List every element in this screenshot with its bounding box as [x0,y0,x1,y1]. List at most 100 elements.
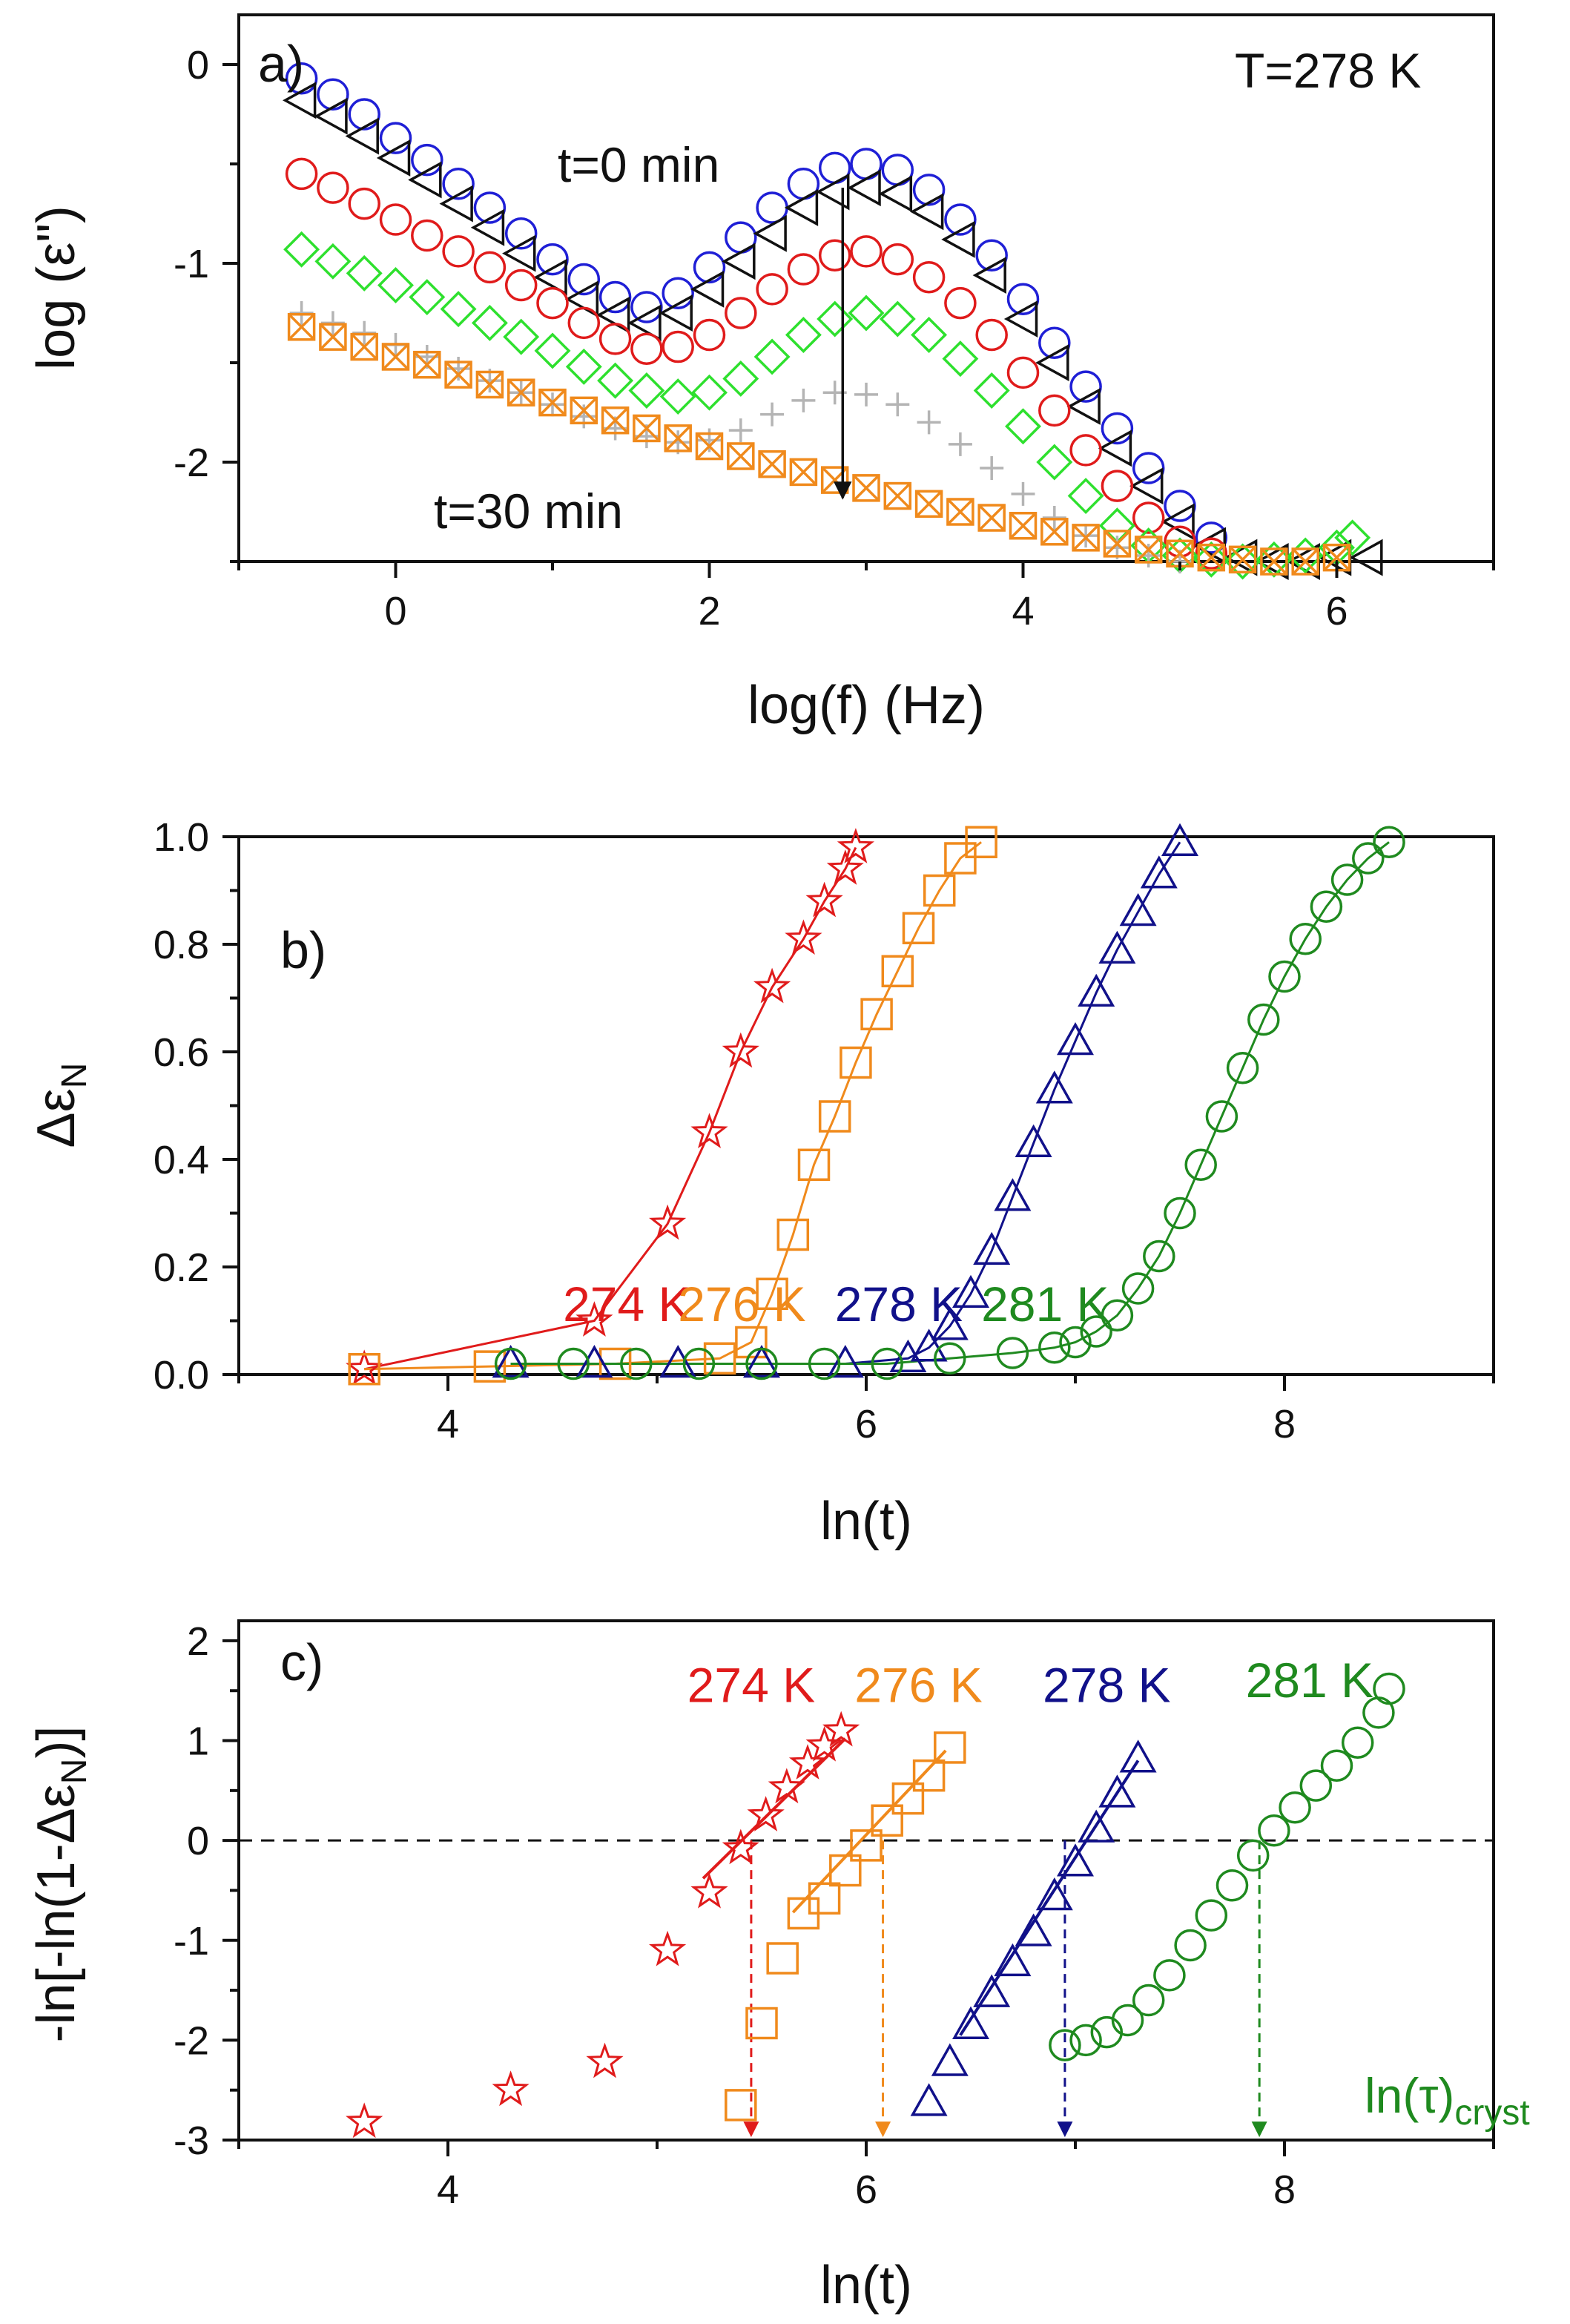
data-point [682,1347,716,1380]
data-point [507,378,535,406]
data-point [902,912,935,944]
series-label: 281 K [981,1277,1109,1331]
data-point [891,1782,925,1815]
end-time-annotation: t=30 min [434,484,623,539]
data-point [565,348,602,385]
data-point [1320,1749,1353,1782]
data-point [439,185,473,223]
data-point [345,117,379,155]
series-3-points [1049,1672,1405,2061]
data-point [912,1759,946,1792]
data-point [1069,434,1102,467]
data-point [1038,326,1071,359]
panel-b-x-axis-title: ln(t) [820,1492,912,1551]
data-point [912,261,946,294]
data-point [442,168,475,200]
data-point [1310,890,1343,923]
data-point [570,396,598,425]
series-label: 276 K [854,1658,982,1713]
data-point [1015,1124,1052,1157]
crystallization-time-label: ln(τ)cryst [1365,2068,1530,2133]
data-point [1153,1959,1186,1992]
data-point [659,294,693,332]
data-point [1121,1272,1155,1305]
data-point [346,254,383,292]
data-point [1078,973,1115,1007]
data-point [871,1804,903,1837]
x-tick-label: 6 [855,2167,877,2212]
data-point [659,1344,697,1378]
data-point [1193,541,1230,578]
y-tick-label: 0.0 [154,1353,209,1398]
data-point [1205,1100,1238,1133]
data-point [470,208,505,246]
data-point [973,372,1010,409]
data-point [1226,1052,1259,1084]
series-label: 278 K [835,1277,963,1331]
data-point [860,998,893,1030]
data-point [909,193,944,231]
data-point [575,1344,613,1378]
panel-b-points [346,823,1405,1386]
data-point [649,1930,687,1966]
data-point [797,1148,831,1181]
data-point [346,2102,383,2139]
panel-a-y-axis-title: log (ε") [27,205,86,370]
data-point [492,1344,530,1378]
series-label: 278 K [1043,1658,1170,1713]
data-point [504,217,538,250]
data-point [973,1231,1011,1265]
data-point [1184,1148,1217,1181]
y-tick-label: -2 [174,441,209,485]
data-point [944,203,977,236]
data-point [735,1326,768,1359]
series-3-points [494,826,1405,1380]
data-point [598,280,632,314]
data-point [381,343,410,371]
series-label: 274 K [687,1658,815,1713]
data-point [784,189,819,226]
temperature-annotation: T=278 K [1235,43,1421,98]
data-point [1352,842,1385,875]
data-point [1119,1739,1157,1773]
data-point [502,234,536,272]
data-point [1098,930,1136,964]
panel-b-ticks: 4 6 8 0.0 0.2 0.4 0.6 0.8 1.0 [154,815,1495,1446]
data-point [972,257,1006,294]
y-tick-label: 0.4 [154,1138,209,1182]
data-point [376,139,411,177]
data-point [536,243,569,276]
data-point [1224,543,1261,580]
data-point [703,1342,736,1375]
data-point [442,235,475,268]
x-tick-label: 0 [384,589,406,633]
data-point [1035,1070,1073,1104]
data-point [1080,1315,1112,1348]
data-point [503,318,540,355]
data-point [1236,1839,1270,1872]
data-point [408,161,442,199]
data-point [910,1329,948,1362]
data-point [756,273,788,306]
data-point [319,323,347,351]
panel-c-y-axis-subscript: N [55,1759,94,1785]
data-point [659,378,696,415]
data-point [492,2070,530,2107]
x-tick-label: 6 [1325,589,1348,633]
data-point [789,458,818,487]
data-point [690,1872,728,1909]
data-point [1279,1791,1311,1824]
data-point [977,504,1006,532]
data-point [598,323,632,355]
data-point [785,317,822,353]
data-point [871,1347,903,1380]
data-point [847,169,881,207]
data-point [727,442,755,470]
data-point [1101,412,1134,445]
data-point [1197,543,1226,572]
data-point [557,1347,590,1380]
y-tick-label: 1.0 [154,815,209,860]
data-point [471,304,508,341]
data-point [1035,344,1069,381]
